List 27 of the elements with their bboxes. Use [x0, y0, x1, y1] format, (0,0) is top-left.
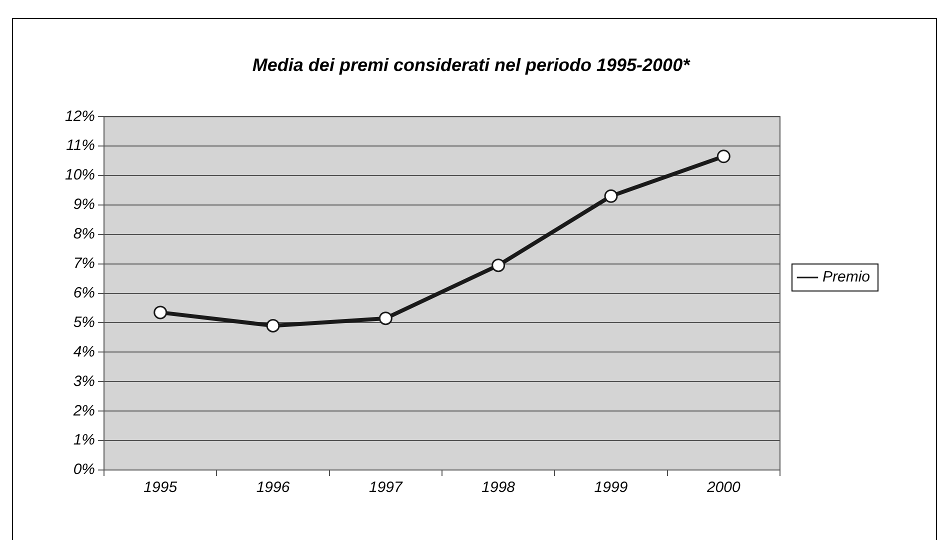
- y-tick-label: 5%: [73, 314, 96, 331]
- point: [378, 312, 392, 326]
- y-tick-label: 9%: [73, 196, 96, 214]
- point: [492, 258, 506, 272]
- x-tick-label: 2000: [706, 479, 741, 496]
- y-tick-label: 0%: [73, 461, 96, 478]
- y-tick-label: 2%: [72, 402, 96, 420]
- y-tick-label: 8%: [73, 226, 96, 243]
- chart-title: Media dei premi considerati nel periodo 1995-2000*: [252, 54, 691, 75]
- x-tick-label: 1999: [594, 479, 628, 496]
- y-tick-label: 7%: [73, 255, 96, 272]
- x-tick-label: 1996: [256, 479, 290, 496]
- point: [604, 189, 618, 203]
- x-tick-label: 1998: [482, 479, 516, 496]
- legend-label: Premio: [822, 268, 870, 286]
- x-tick-label: 1997: [368, 479, 404, 496]
- y-tick-label: 4%: [73, 343, 96, 360]
- y-tick-label: 6%: [73, 284, 96, 302]
- y-tick-label: 3%: [73, 372, 96, 390]
- point: [716, 150, 730, 164]
- y-tick-label: 1%: [73, 432, 96, 449]
- point: [266, 318, 280, 332]
- y-tick-label: 10%: [64, 166, 96, 184]
- y-tick-label: 12%: [64, 108, 96, 125]
- x-tick-label: 1995: [144, 479, 178, 496]
- y-tick-label: 11%: [66, 137, 96, 154]
- point: [154, 306, 168, 320]
